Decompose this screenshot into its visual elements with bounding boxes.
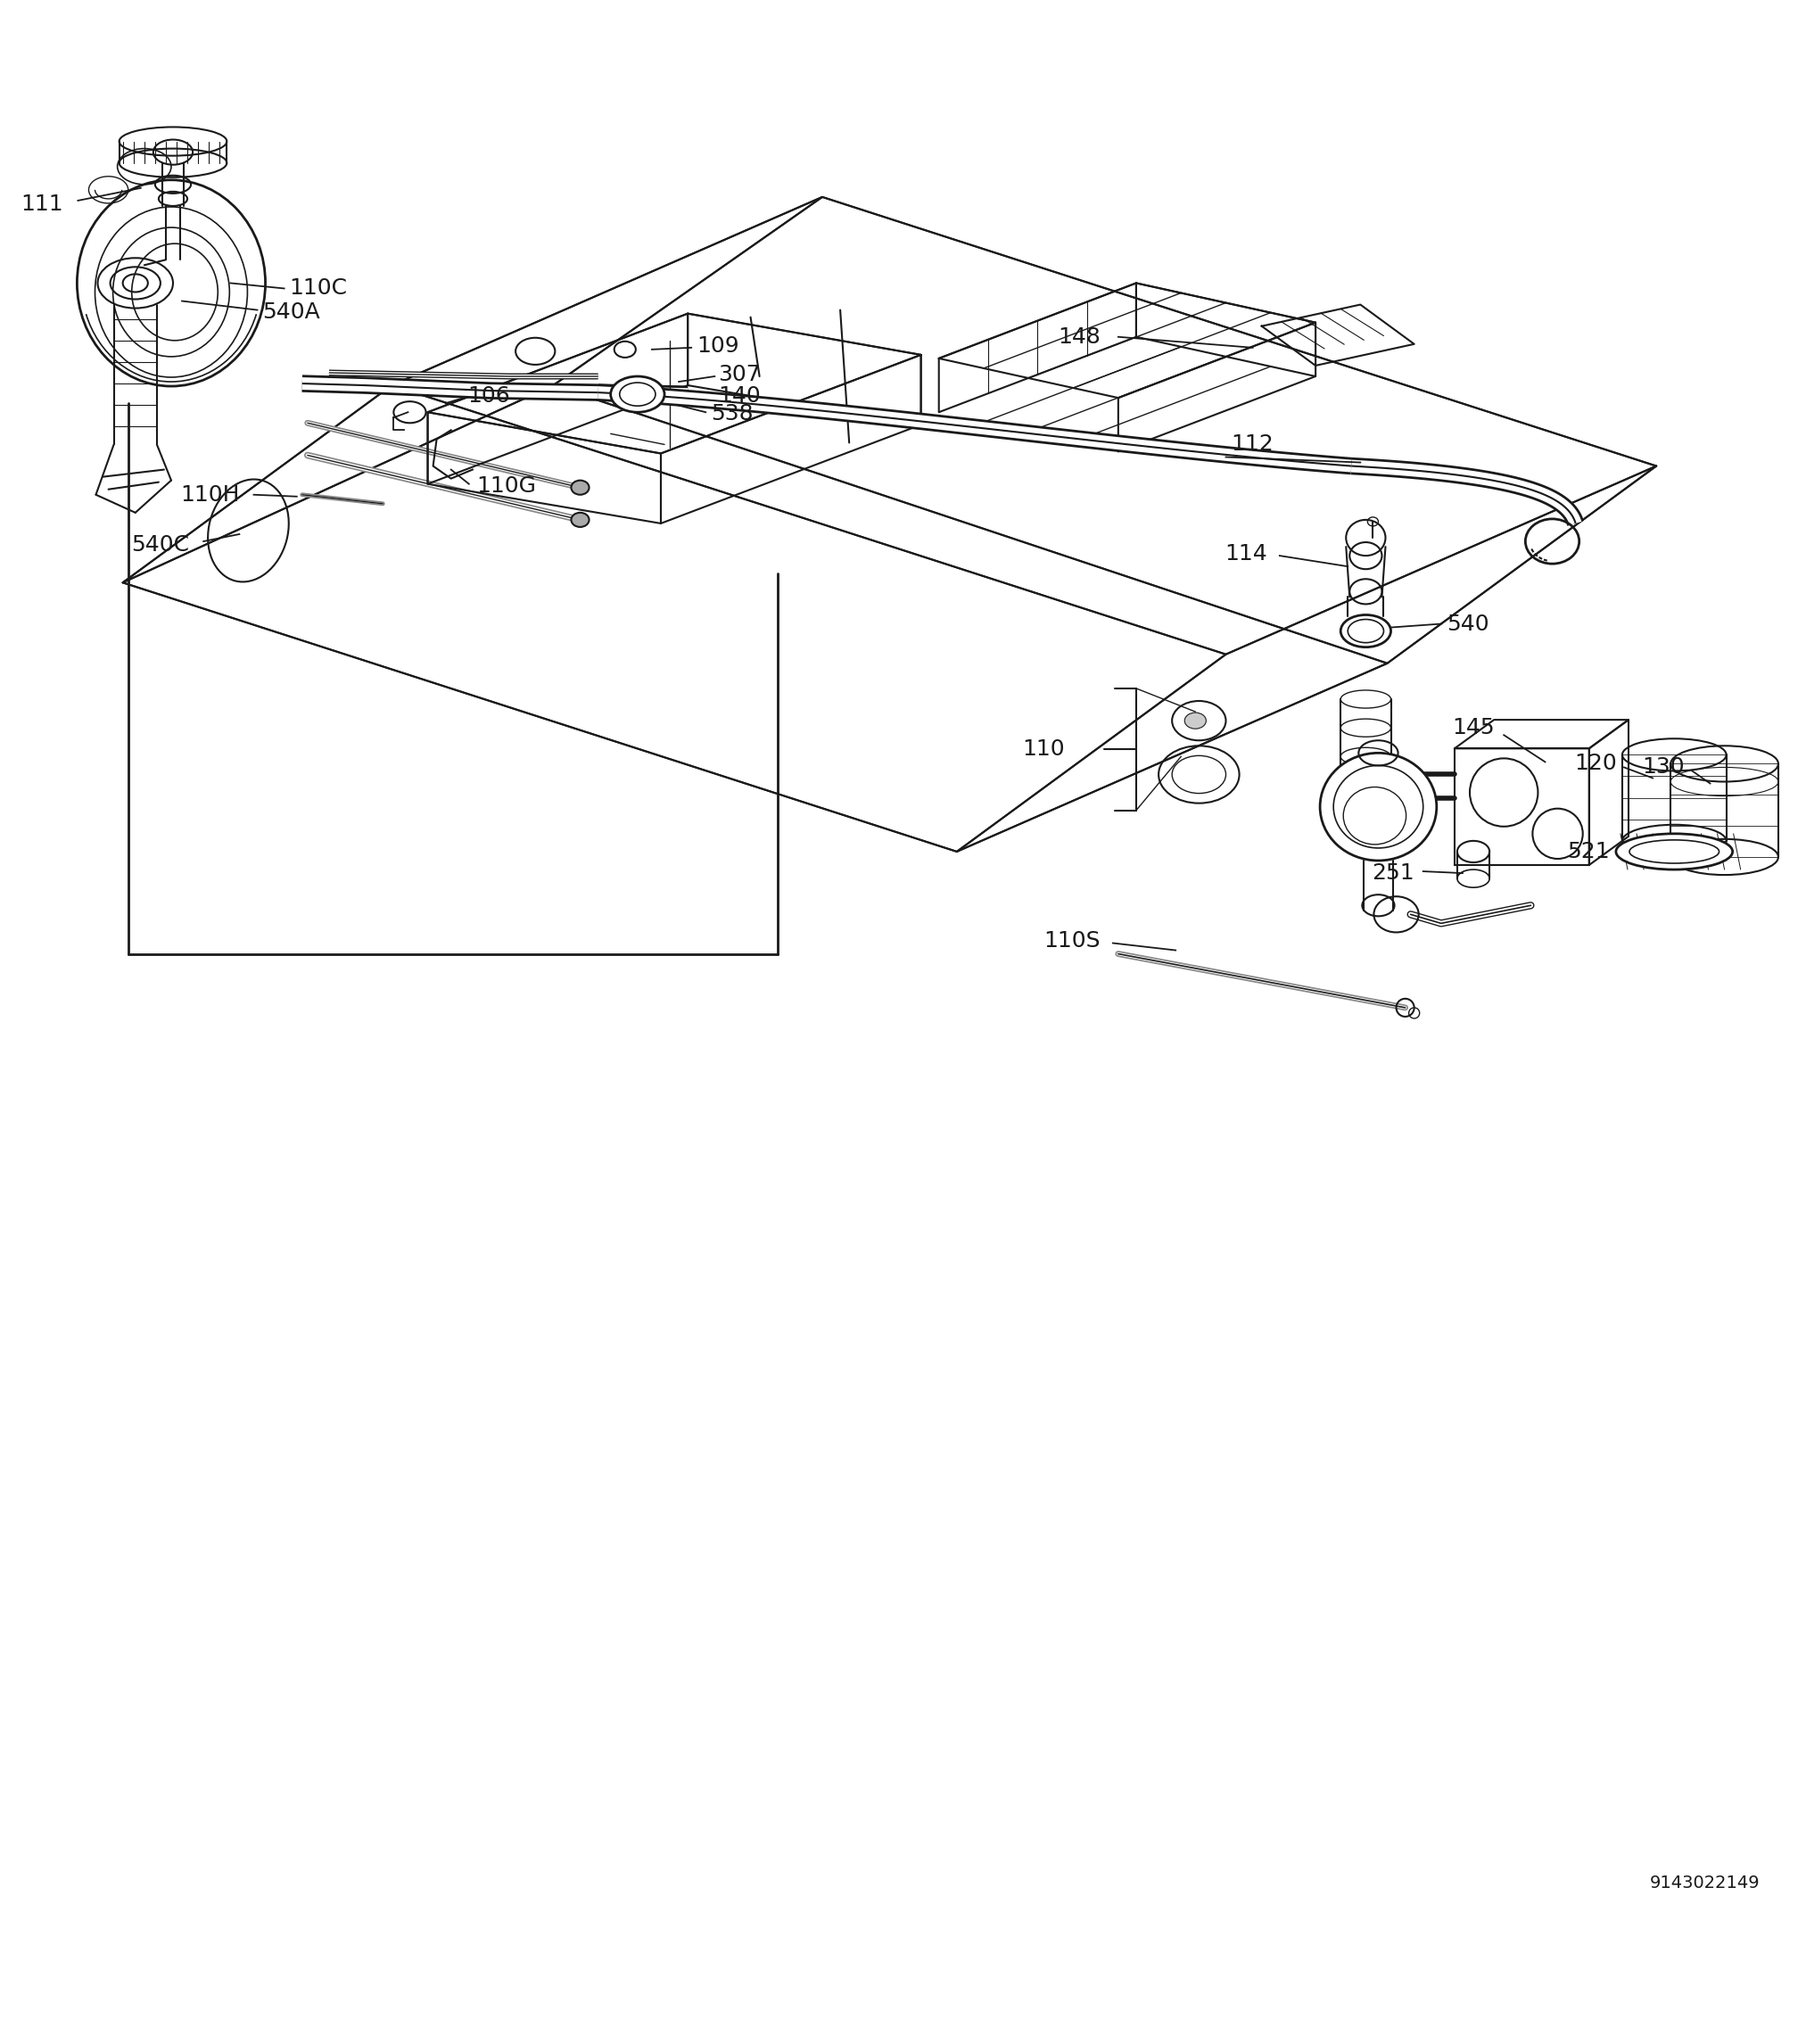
Text: 111: 111	[22, 194, 63, 215]
Ellipse shape	[610, 376, 665, 413]
Ellipse shape	[1616, 834, 1732, 869]
Text: 114: 114	[1224, 544, 1268, 564]
Text: 106: 106	[468, 386, 509, 407]
Text: 521: 521	[1568, 840, 1609, 863]
Ellipse shape	[1340, 615, 1391, 648]
Text: 140: 140	[719, 386, 760, 407]
Ellipse shape	[1185, 713, 1206, 730]
Text: 540C: 540C	[132, 533, 190, 556]
Text: 145: 145	[1452, 717, 1495, 738]
Text: 540A: 540A	[262, 300, 320, 323]
Text: 112: 112	[1232, 433, 1273, 456]
Ellipse shape	[571, 480, 589, 495]
Text: 120: 120	[1575, 752, 1616, 775]
Text: 110C: 110C	[289, 278, 347, 298]
Text: 110G: 110G	[477, 474, 536, 497]
Text: 110H: 110H	[181, 484, 240, 505]
Text: 110S: 110S	[1044, 930, 1100, 953]
Text: 130: 130	[1642, 756, 1685, 779]
Text: 251: 251	[1373, 863, 1414, 883]
Ellipse shape	[571, 513, 589, 527]
Text: 538: 538	[712, 403, 753, 425]
Text: 110: 110	[1022, 738, 1064, 760]
Text: 9143022149: 9143022149	[1651, 1874, 1761, 1893]
Text: 109: 109	[697, 335, 739, 356]
Text: 540: 540	[1447, 613, 1488, 634]
Text: 148: 148	[1058, 327, 1100, 347]
Text: 307: 307	[719, 364, 760, 384]
Ellipse shape	[1320, 752, 1436, 861]
